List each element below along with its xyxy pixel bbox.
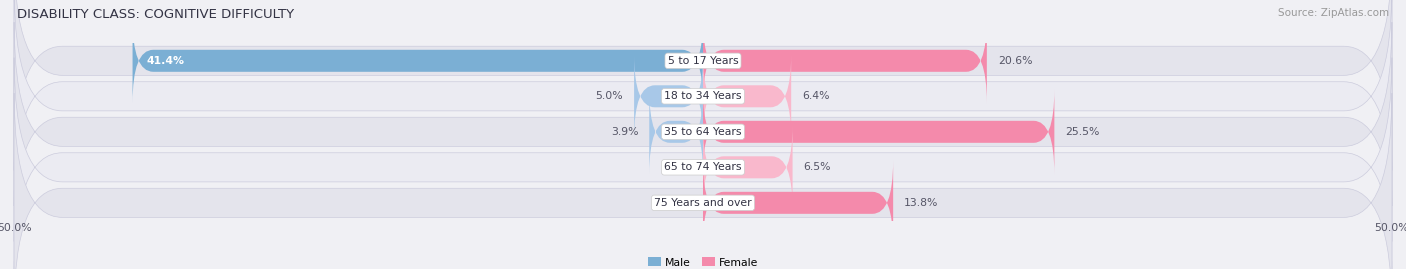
FancyBboxPatch shape xyxy=(634,54,703,139)
Text: 41.4%: 41.4% xyxy=(146,56,184,66)
Text: 5.0%: 5.0% xyxy=(596,91,623,101)
Text: 13.8%: 13.8% xyxy=(904,198,939,208)
FancyBboxPatch shape xyxy=(703,90,1054,174)
Text: 75 Years and over: 75 Years and over xyxy=(654,198,752,208)
FancyBboxPatch shape xyxy=(14,93,1392,269)
Text: 20.6%: 20.6% xyxy=(998,56,1032,66)
FancyBboxPatch shape xyxy=(703,19,987,103)
Text: 0.0%: 0.0% xyxy=(664,198,692,208)
FancyBboxPatch shape xyxy=(703,125,793,210)
Text: 25.5%: 25.5% xyxy=(1066,127,1099,137)
FancyBboxPatch shape xyxy=(14,22,1392,242)
Text: 6.4%: 6.4% xyxy=(803,91,830,101)
FancyBboxPatch shape xyxy=(703,161,893,245)
FancyBboxPatch shape xyxy=(132,19,703,103)
FancyBboxPatch shape xyxy=(14,0,1392,206)
FancyBboxPatch shape xyxy=(703,54,792,139)
Text: Source: ZipAtlas.com: Source: ZipAtlas.com xyxy=(1278,8,1389,18)
Text: 6.5%: 6.5% xyxy=(804,162,831,172)
Text: 18 to 34 Years: 18 to 34 Years xyxy=(664,91,742,101)
FancyBboxPatch shape xyxy=(14,58,1392,269)
FancyBboxPatch shape xyxy=(650,90,703,174)
Text: 3.9%: 3.9% xyxy=(610,127,638,137)
Text: 65 to 74 Years: 65 to 74 Years xyxy=(664,162,742,172)
Text: 0.0%: 0.0% xyxy=(664,162,692,172)
FancyBboxPatch shape xyxy=(14,0,1392,171)
Legend: Male, Female: Male, Female xyxy=(644,253,762,269)
Text: 35 to 64 Years: 35 to 64 Years xyxy=(664,127,742,137)
Text: 5 to 17 Years: 5 to 17 Years xyxy=(668,56,738,66)
Text: DISABILITY CLASS: COGNITIVE DIFFICULTY: DISABILITY CLASS: COGNITIVE DIFFICULTY xyxy=(17,8,294,21)
